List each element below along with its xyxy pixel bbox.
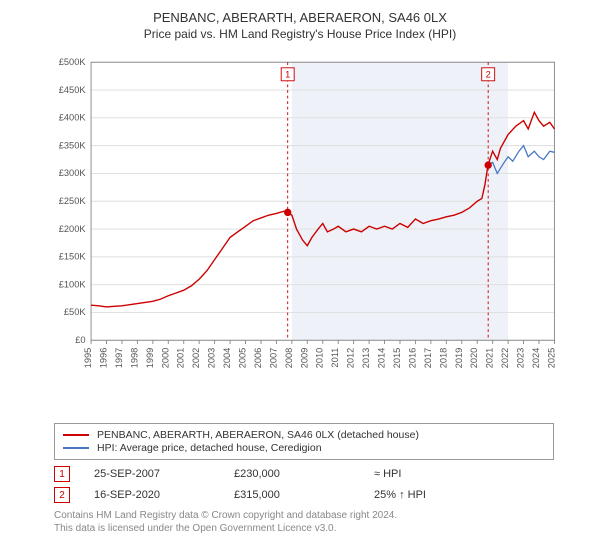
svg-text:2013: 2013 <box>361 348 371 369</box>
svg-text:£200K: £200K <box>59 224 87 234</box>
event-delta: 25% ↑ HPI <box>374 489 494 501</box>
svg-text:1997: 1997 <box>114 348 124 369</box>
svg-text:£450K: £450K <box>59 85 87 95</box>
svg-text:2: 2 <box>486 70 491 80</box>
svg-text:2007: 2007 <box>268 348 278 369</box>
svg-text:2011: 2011 <box>330 348 340 368</box>
legend-label: PENBANC, ABERARTH, ABERAERON, SA46 0LX (… <box>97 429 419 441</box>
event-delta: ≈ HPI <box>374 468 494 480</box>
svg-text:£50K: £50K <box>64 307 86 317</box>
event-number-box: 2 <box>54 487 70 503</box>
svg-text:1: 1 <box>285 70 290 80</box>
svg-text:2014: 2014 <box>377 348 387 369</box>
svg-text:1996: 1996 <box>99 348 109 369</box>
svg-text:£250K: £250K <box>59 196 87 206</box>
legend-item: HPI: Average price, detached house, Cere… <box>63 442 545 454</box>
price-event-row: 1 25-SEP-2007£230,000≈ HPI <box>54 466 588 482</box>
svg-text:1999: 1999 <box>145 348 155 369</box>
svg-text:2021: 2021 <box>485 348 495 369</box>
svg-text:2018: 2018 <box>438 348 448 369</box>
legend: PENBANC, ABERARTH, ABERAERON, SA46 0LX (… <box>54 423 554 460</box>
legend-item: PENBANC, ABERARTH, ABERAERON, SA46 0LX (… <box>63 429 545 441</box>
svg-text:2023: 2023 <box>516 348 526 369</box>
svg-text:£500K: £500K <box>59 57 87 67</box>
svg-text:2009: 2009 <box>299 348 309 369</box>
svg-text:2025: 2025 <box>546 348 556 369</box>
svg-text:1995: 1995 <box>83 348 93 369</box>
svg-text:2017: 2017 <box>423 348 433 369</box>
svg-text:2002: 2002 <box>191 348 201 369</box>
svg-text:£0: £0 <box>75 335 85 345</box>
event-price: £315,000 <box>234 489 374 501</box>
price-event-rows: 1 25-SEP-2007£230,000≈ HPI 2 16-SEP-2020£31… <box>54 466 588 503</box>
svg-text:2004: 2004 <box>222 348 232 369</box>
svg-text:2006: 2006 <box>253 348 263 369</box>
attribution: Contains HM Land Registry data © Crown c… <box>54 509 588 535</box>
chart-svg: £0 £50K £100K £150K £200K £250K £300K £350K £400… <box>54 47 560 387</box>
svg-text:2005: 2005 <box>238 348 248 369</box>
legend-swatch <box>63 447 89 449</box>
chart-container: PENBANC, ABERARTH, ABERAERON, SA46 0LX P… <box>0 0 600 543</box>
svg-text:£350K: £350K <box>59 140 87 150</box>
svg-text:£300K: £300K <box>59 168 87 178</box>
price-event-row: 2 16-SEP-2020£315,00025% ↑ HPI <box>54 487 588 503</box>
svg-text:2010: 2010 <box>315 348 325 369</box>
chart-plot-area: £0 £50K £100K £150K £200K £250K £300K £350K £400… <box>54 47 588 387</box>
event-number-box: 1 <box>54 466 70 482</box>
event-date: 25-SEP-2007 <box>94 468 234 480</box>
legend-swatch <box>63 434 89 436</box>
svg-text:2016: 2016 <box>407 348 417 369</box>
svg-text:£400K: £400K <box>59 113 87 123</box>
event-price: £230,000 <box>234 468 374 480</box>
svg-text:£100K: £100K <box>59 279 87 289</box>
svg-text:2015: 2015 <box>392 348 402 369</box>
svg-text:£150K: £150K <box>59 252 87 262</box>
svg-text:2019: 2019 <box>454 348 464 369</box>
svg-text:2024: 2024 <box>531 348 541 369</box>
attribution-line-2: This data is licensed under the Open Gov… <box>54 522 588 535</box>
svg-text:2008: 2008 <box>284 348 294 369</box>
svg-text:2001: 2001 <box>176 348 186 369</box>
svg-text:2012: 2012 <box>346 348 356 369</box>
chart-subtitle: Price paid vs. HM Land Registry's House … <box>12 27 588 41</box>
svg-text:2022: 2022 <box>500 348 510 369</box>
svg-text:2020: 2020 <box>469 348 479 369</box>
legend-label: HPI: Average price, detached house, Cere… <box>97 442 322 454</box>
svg-text:2000: 2000 <box>160 348 170 369</box>
svg-text:1998: 1998 <box>129 348 139 369</box>
chart-title: PENBANC, ABERARTH, ABERAERON, SA46 0LX <box>12 10 588 25</box>
event-date: 16-SEP-2020 <box>94 489 234 501</box>
svg-text:2003: 2003 <box>207 348 217 369</box>
attribution-line-1: Contains HM Land Registry data © Crown c… <box>54 509 588 522</box>
